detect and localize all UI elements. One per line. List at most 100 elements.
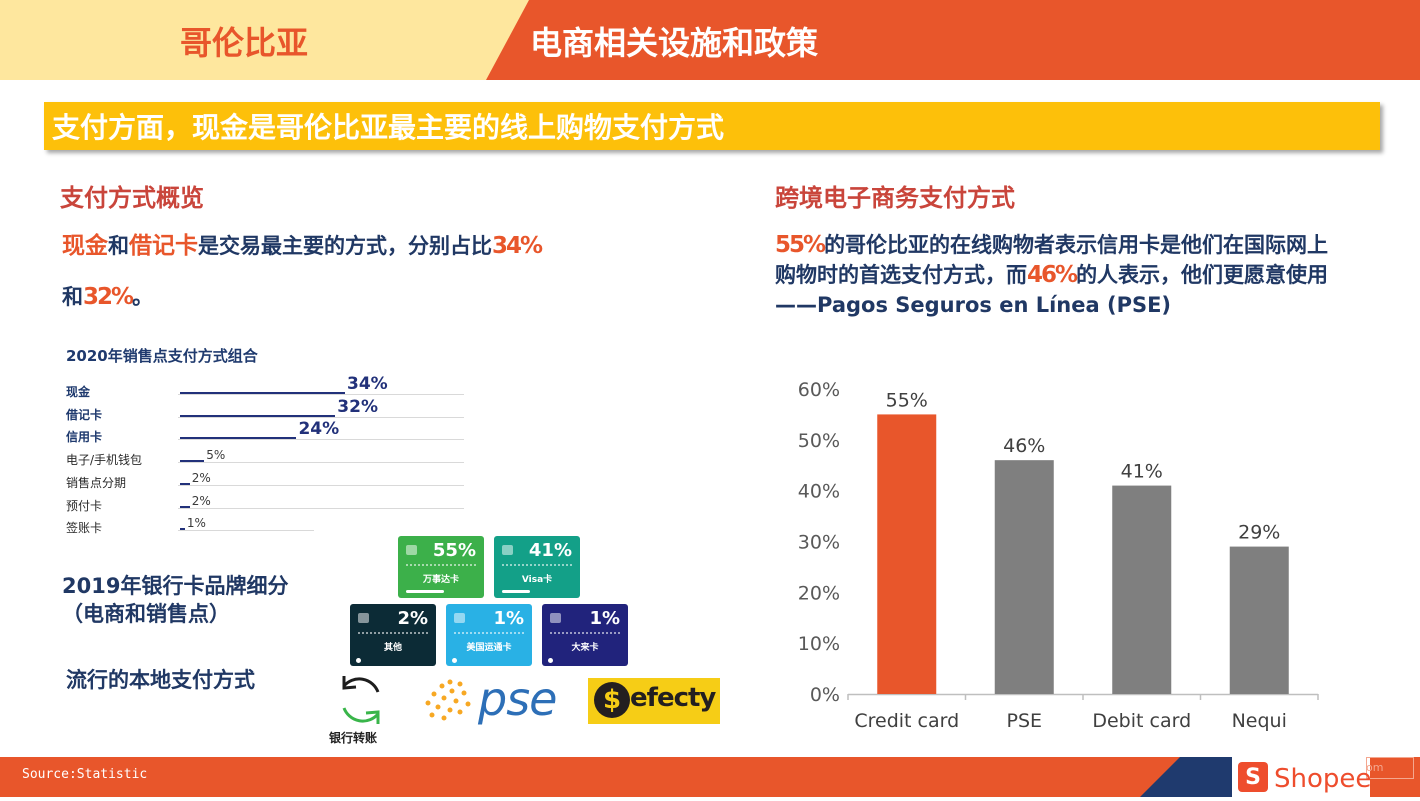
payment-intro-line1: 现金和借记卡是交易最主要的方式，分别占比34% — [62, 232, 622, 260]
pos-mix-row: 现金 34% — [66, 374, 486, 402]
card-name: 大来卡 — [571, 643, 599, 653]
pos-mix-row: 预付卡 2% — [66, 494, 486, 516]
pos-mix-guide — [178, 530, 314, 532]
cross-border-heading: 跨境电子商务支付方式 — [775, 184, 1015, 212]
pos-mix-row: 签账卡 1% — [66, 516, 486, 538]
x-tick-label: Nequi — [1232, 710, 1287, 732]
para-dash: —— — [775, 293, 817, 317]
card-chip-icon — [502, 545, 513, 555]
pos-mix-guide — [178, 462, 464, 464]
x-tick-label: PSE — [1006, 710, 1042, 732]
pos-mix-label: 销售点分期 — [66, 475, 127, 490]
pse-logo-text: pse — [478, 672, 557, 726]
pos-mix-value: 2% — [191, 470, 211, 485]
para-pct-pse: 46% — [1027, 262, 1078, 288]
pos-mix-row: 信用卡 24% — [66, 419, 486, 447]
bar — [1229, 546, 1289, 694]
card-number-dots — [358, 632, 428, 639]
card-share-dot — [356, 658, 361, 663]
card-share-dot — [548, 658, 553, 663]
y-tick-label: 50% — [798, 430, 840, 452]
pos-mix-label: 借记卡 — [66, 407, 103, 422]
bank-transfer-icon — [342, 676, 380, 724]
card-pct: 1% — [493, 608, 524, 629]
y-tick-label: 20% — [798, 582, 840, 604]
card-number-dots — [502, 564, 572, 571]
y-tick-label: 40% — [798, 481, 840, 503]
y-tick-label: 60% — [798, 379, 840, 401]
debit-highlight: 借记卡 — [129, 233, 198, 259]
intro-pct-cash: 34% — [492, 233, 543, 259]
card-number-dots — [406, 564, 476, 571]
intro-mid: 是交易最主要的方式，分别占比 — [198, 234, 492, 258]
card-amex: 1% 美国运通卡 — [446, 604, 532, 666]
card-diners: 1% 大来卡 — [542, 604, 628, 666]
cash-highlight: 现金 — [62, 233, 108, 259]
pos-mix-label: 电子/手机钱包 — [66, 453, 143, 468]
bar — [994, 460, 1054, 694]
para-pse: Pagos Seguros en Línea (PSE) — [817, 293, 1172, 317]
card-name: 其他 — [383, 643, 402, 653]
intro-pct-debit: 32% — [83, 284, 134, 310]
intro-and2: 和 — [62, 285, 83, 309]
pos-mix-row: 电子/手机钱包 5% — [66, 448, 486, 470]
banner-text: 支付方面，现金是哥伦比亚最主要的线上购物支付方式 — [52, 111, 725, 144]
y-tick-label: 30% — [798, 532, 840, 554]
pos-mix-value: 34% — [347, 374, 388, 394]
pos-mix-label: 预付卡 — [66, 498, 103, 513]
y-tick-label: 0% — [810, 684, 840, 706]
bar-value-label: 46% — [1003, 435, 1045, 457]
pos-mix-bar — [180, 505, 190, 508]
payment-intro-line2: 和32%。 — [62, 283, 153, 311]
pos-mix-bar — [180, 437, 297, 440]
cross-border-paragraph: 55%的哥伦比亚的在线购物者表示信用卡是他们在国际网上购物时的首选支付方式，而4… — [775, 230, 1345, 320]
pos-mix-guide — [178, 394, 464, 395]
card-share-dot — [452, 658, 457, 663]
card-name: 美国运通卡 — [466, 643, 512, 653]
pos-mix-row: 借记卡 32% — [66, 397, 486, 425]
local-payment-title: 流行的本地支付方式 — [66, 668, 255, 692]
card-mastercard: 55% 万事达卡 — [398, 536, 484, 598]
source-note: Source:Statistic — [22, 767, 148, 782]
card-name: 万事达卡 — [422, 575, 459, 585]
pos-mix-label: 信用卡 — [66, 430, 103, 445]
card-chip-icon — [406, 545, 417, 555]
pos-mix-bar — [180, 482, 190, 485]
card-chip-icon — [358, 613, 369, 623]
efecty-logo-text: efecty — [630, 683, 716, 713]
card-pct: 2% — [397, 608, 428, 629]
card-brand-title: 2019年银行卡品牌细分 （电商和销售点） — [62, 572, 288, 628]
card-brand-title-line1: 2019年银行卡品牌细分 — [62, 574, 289, 598]
pos-mix-value: 2% — [191, 493, 211, 508]
x-tick-label: Debit card — [1092, 710, 1191, 732]
payment-overview-heading: 支付方式概览 — [60, 184, 204, 212]
pos-mix-label: 签账卡 — [66, 521, 103, 536]
header-title: 电商相关设施和政策 — [530, 24, 819, 62]
pos-mix-value: 1% — [186, 516, 206, 531]
bank-transfer-label: 银行转账 — [329, 731, 378, 745]
footer-com-text: om — [1366, 761, 1384, 774]
para-pct-credit: 55% — [775, 232, 826, 258]
header-country: 哥伦比亚 — [180, 24, 309, 62]
card-number-dots — [550, 632, 620, 639]
card-other: 2% 其他 — [350, 604, 436, 666]
efecty-dollar-icon: $ — [594, 682, 630, 718]
pos-mix-title: 2020年销售点支付方式组合 — [66, 347, 258, 365]
y-tick-label: 10% — [798, 633, 840, 655]
pos-mix-value: 5% — [206, 448, 226, 463]
bar — [1112, 485, 1172, 694]
cross-border-bar-chart: 0% 10% 20% 30% 40% 50% 60% 55% Credit card 46% PSE… — [798, 379, 1319, 732]
pos-mix-row: 销售点分期 2% — [66, 471, 486, 493]
para-text2: 的人表示，他们更愿意使用 — [1076, 263, 1329, 287]
pos-mix-guide — [178, 416, 464, 418]
intro-and: 和 — [108, 234, 129, 258]
card-share-bar — [502, 590, 530, 593]
card-chip-icon — [454, 613, 465, 623]
x-tick-label: Credit card — [854, 710, 959, 732]
card-pct: 1% — [589, 608, 620, 629]
bar — [877, 414, 937, 694]
header-right-panel — [486, 0, 1420, 80]
para-text1: 的哥伦比亚的在线购物者表示信用卡是他们在国际网上购物时的首选支付方式，而 — [775, 233, 1329, 287]
pos-mix-bar — [180, 528, 185, 531]
bar-value-label: 55% — [886, 389, 928, 411]
